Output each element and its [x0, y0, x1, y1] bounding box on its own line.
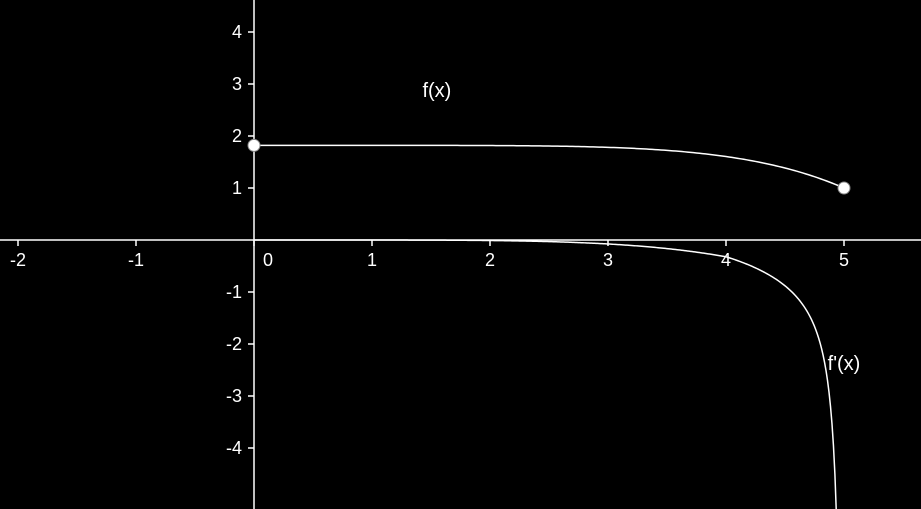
- f-prime-curve: [254, 240, 836, 509]
- f-curve: [254, 145, 844, 188]
- endpoint-marker: [838, 182, 850, 194]
- x-tick-label: 4: [721, 250, 731, 270]
- x-ticks: -2 -1 0 1 2 3 4 5: [10, 240, 849, 270]
- function-plot: -2 -1 0 1 2 3 4 5 -4 -3 -2 -1 1 2 3 4 f(x) f'(x): [0, 0, 921, 509]
- y-tick-label: -4: [226, 438, 242, 458]
- y-tick-label: 2: [232, 126, 242, 146]
- y-tick-label: -1: [226, 282, 242, 302]
- curves: [254, 145, 844, 509]
- y-tick-label: -3: [226, 386, 242, 406]
- endpoints: [248, 139, 850, 194]
- labels: f(x) f'(x): [422, 80, 860, 375]
- x-tick-label: 5: [839, 250, 849, 270]
- x-tick-label: 0: [263, 250, 273, 270]
- function-label: f'(x): [828, 353, 861, 375]
- x-tick-label: 1: [367, 250, 377, 270]
- y-tick-label: 4: [232, 22, 242, 42]
- endpoint-marker: [248, 139, 260, 151]
- x-tick-label: 2: [485, 250, 495, 270]
- function-label: f(x): [422, 80, 451, 102]
- y-tick-label: -2: [226, 334, 242, 354]
- x-tick-label: -2: [10, 250, 26, 270]
- x-tick-label: -1: [128, 250, 144, 270]
- x-tick-label: 3: [603, 250, 613, 270]
- y-tick-label: 1: [232, 178, 242, 198]
- y-tick-label: 3: [232, 74, 242, 94]
